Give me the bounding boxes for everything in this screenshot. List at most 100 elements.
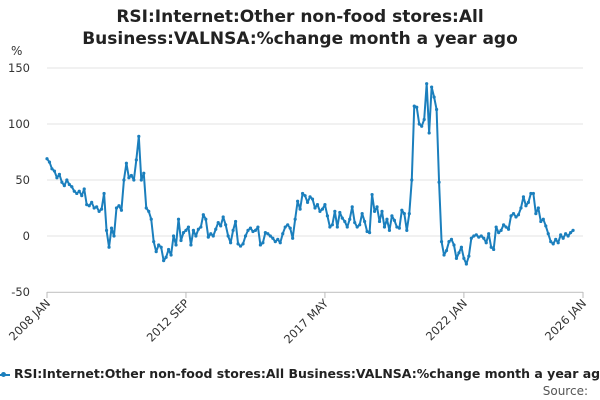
data-point	[298, 207, 302, 211]
data-point	[467, 254, 471, 258]
data-point	[144, 206, 148, 210]
data-point	[142, 171, 146, 175]
data-point	[97, 209, 101, 213]
data-point	[171, 234, 176, 238]
data-point	[313, 206, 317, 210]
data-point	[99, 207, 104, 211]
data-point	[345, 225, 349, 229]
data-point	[539, 219, 543, 224]
data-point	[226, 234, 230, 238]
data-point	[482, 236, 486, 240]
data-point	[291, 236, 295, 240]
data-point	[293, 217, 297, 221]
data-point	[80, 194, 84, 198]
data-point	[499, 228, 503, 232]
data-point	[509, 214, 513, 218]
data-point	[412, 104, 416, 108]
data-point	[57, 172, 62, 176]
data-point	[152, 240, 156, 244]
data-point	[129, 173, 133, 178]
data-point	[233, 219, 238, 224]
data-point	[179, 238, 183, 243]
y-tick-label: 100	[8, 117, 30, 131]
data-point	[162, 259, 166, 263]
data-point	[427, 131, 431, 135]
data-point	[469, 236, 473, 240]
data-point	[551, 242, 555, 246]
data-point	[221, 215, 225, 219]
data-point	[137, 134, 141, 138]
data-point	[484, 241, 488, 245]
data-point	[266, 232, 270, 236]
data-point	[566, 234, 570, 238]
data-point	[174, 243, 178, 247]
data-point	[216, 220, 220, 225]
data-point	[487, 232, 491, 236]
data-point	[432, 95, 436, 99]
data-point	[320, 207, 325, 211]
data-point	[472, 234, 476, 238]
data-point	[474, 233, 478, 237]
data-point	[367, 231, 372, 235]
data-point	[335, 225, 339, 229]
data-point	[365, 229, 369, 234]
data-point	[497, 231, 501, 235]
data-point	[47, 160, 52, 164]
data-point	[72, 189, 76, 193]
legend[interactable]: RSI:Internet:Other non-food stores:All B…	[0, 366, 600, 384]
data-point	[62, 184, 66, 188]
data-point	[400, 208, 404, 212]
data-point	[407, 212, 411, 216]
data-point	[380, 209, 384, 213]
data-point	[45, 157, 49, 161]
data-point	[377, 219, 382, 224]
data-point	[477, 235, 481, 239]
data-point	[310, 197, 315, 201]
data-point	[75, 191, 79, 196]
data-point	[186, 225, 191, 229]
data-point	[511, 212, 516, 216]
data-point	[104, 228, 109, 232]
grid-layer	[47, 67, 583, 293]
data-point	[489, 245, 493, 249]
data-point	[189, 243, 193, 247]
data-point	[149, 217, 153, 221]
legend-item-label[interactable]: RSI:Internet:Other non-food stores:All B…	[14, 366, 600, 381]
data-point	[318, 209, 322, 213]
data-point	[276, 237, 280, 241]
data-point	[147, 209, 151, 213]
data-point	[119, 208, 124, 212]
data-point	[107, 245, 111, 249]
data-point	[82, 187, 86, 191]
data-point	[256, 225, 260, 229]
data-point	[184, 228, 188, 232]
data-point	[65, 178, 69, 182]
data-point	[248, 226, 253, 230]
data-point	[541, 217, 545, 221]
data-point	[253, 228, 258, 232]
data-point	[372, 209, 377, 213]
data-point	[506, 227, 511, 231]
data-point	[549, 240, 553, 244]
data-point	[273, 240, 277, 244]
data-point	[564, 232, 568, 236]
data-point	[521, 195, 526, 199]
data-point	[338, 210, 342, 215]
data-point	[246, 228, 250, 232]
data-point	[194, 234, 198, 238]
data-point	[544, 224, 548, 228]
data-point	[534, 212, 538, 216]
data-point	[343, 219, 347, 224]
data-point	[546, 232, 550, 236]
data-point	[229, 241, 233, 245]
data-point	[437, 180, 441, 184]
data-point	[169, 253, 173, 257]
data-point	[375, 205, 379, 209]
data-point	[492, 247, 496, 252]
chart-title: RSI:Internet:Other non-food stores:All B…	[0, 6, 600, 50]
data-point	[360, 212, 364, 216]
data-point	[519, 206, 523, 210]
data-point	[305, 200, 310, 204]
data-point	[109, 226, 114, 230]
data-point	[159, 245, 163, 249]
